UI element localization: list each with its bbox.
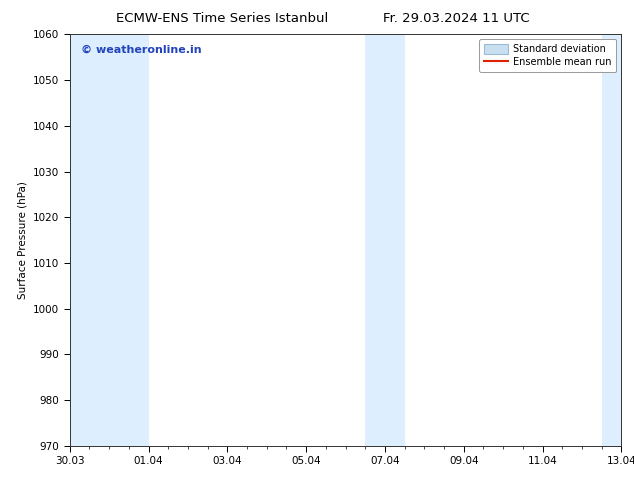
Text: ECMW-ENS Time Series Istanbul: ECMW-ENS Time Series Istanbul: [116, 12, 328, 25]
Y-axis label: Surface Pressure (hPa): Surface Pressure (hPa): [18, 181, 27, 299]
Legend: Standard deviation, Ensemble mean run: Standard deviation, Ensemble mean run: [479, 39, 616, 73]
Bar: [602, 34, 621, 446]
Bar: [70, 34, 148, 446]
Text: Fr. 29.03.2024 11 UTC: Fr. 29.03.2024 11 UTC: [383, 12, 530, 25]
Text: © weatheronline.in: © weatheronline.in: [81, 45, 202, 54]
Bar: [365, 34, 404, 446]
